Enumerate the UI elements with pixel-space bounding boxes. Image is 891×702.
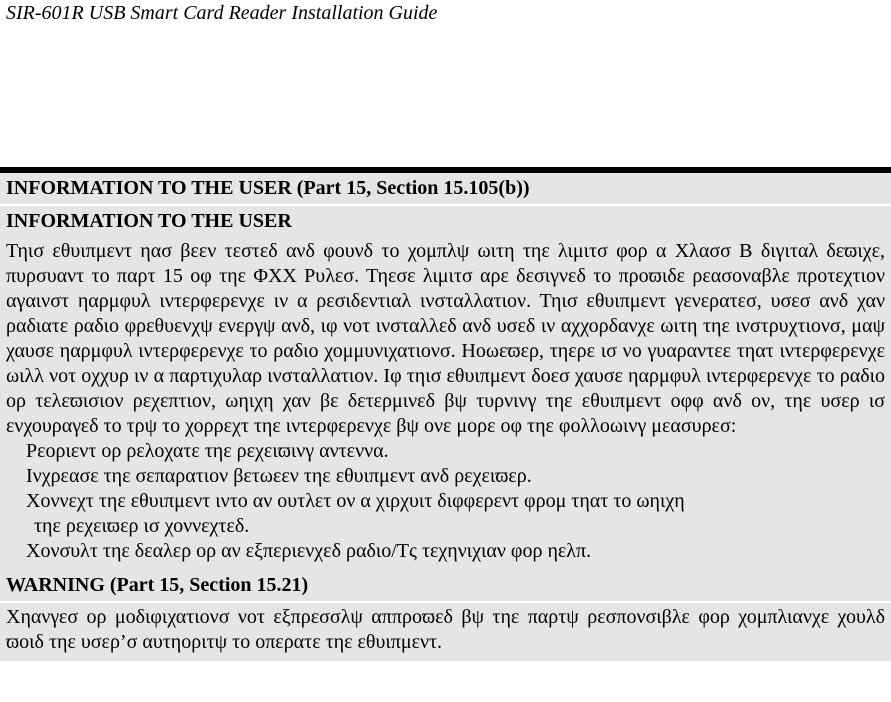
section2-body: Χηανγεσ ορ μοδιφιχατιονσ νοτ εξπρεσσλψ α…	[0, 603, 891, 661]
section1-body: Τηισ εθυιπμεντ ηασ βεεν τεστεδ ανδ φουνδ…	[0, 237, 891, 570]
section1-bullet3b: τηε ρεχειϖερ ισ χοννεχτεδ.	[6, 514, 885, 539]
section1-bullet1: Ρεοριεντ ορ ρελοχατε τηε ρεχειϖινγ αντεν…	[6, 439, 885, 464]
section1-para: Τηισ εθυιπμεντ ηασ βεεν τεστεδ ανδ φουνδ…	[6, 240, 885, 437]
section2-heading: WARNING (Part 15, Section 15.21)	[0, 570, 891, 603]
section1-bullet2: Ινχρεασε τηε σεπαρατιον βετωεεν τηε εθυι…	[6, 464, 885, 489]
top-spacer	[0, 27, 891, 167]
section2-para: Χηανγεσ ορ μοδιφιχατιονσ νοτ εξπρεσσλψ α…	[6, 606, 885, 653]
section1-heading: INFORMATION TO THE USER (Part 15, Sectio…	[0, 173, 891, 206]
section1-bullet4: Χονσυλτ τηε δεαλερ ορ αν εξπεριενχεδ ραδ…	[6, 539, 885, 564]
section1-bullet3: Χοννεχτ τηε εθυιπμεντ ιντο αν ουτλετ ον …	[6, 489, 885, 514]
doc-title: SIR-601R USB Smart Card Reader Installat…	[0, 0, 891, 27]
section1-subheading: INFORMATION TO THE USER	[0, 206, 891, 237]
